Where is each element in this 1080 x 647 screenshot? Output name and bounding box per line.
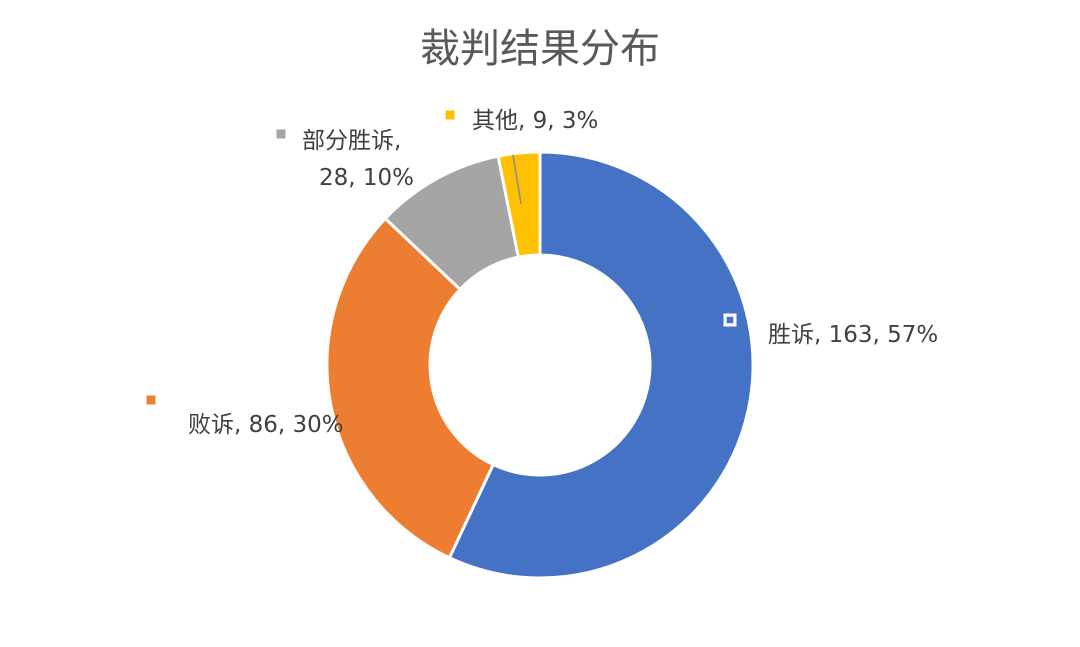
data-label-3-line-2: 28, 10% xyxy=(319,165,414,191)
slices-group xyxy=(325,150,755,580)
data-label-2-line-1: 败诉, 86, 30% xyxy=(188,412,344,438)
data-label-1-line-1: 胜诉, 163, 57% xyxy=(768,322,938,348)
slice-4 xyxy=(496,150,542,259)
chart-title: 裁判结果分布 xyxy=(420,26,660,72)
label-key-3 xyxy=(276,129,286,139)
label-key-2 xyxy=(146,395,156,405)
data-labels-group: 胜诉, 163, 57% 败诉, 86, 30% 部分胜诉, 28, 10% 其他, 9… xyxy=(146,108,938,438)
data-label-3-line-1: 部分胜诉, xyxy=(302,128,401,154)
slice-2 xyxy=(325,216,496,560)
label-key-inner-1 xyxy=(724,314,736,326)
data-label-4-line-1: 其他, 9, 3% xyxy=(472,108,598,134)
leader-lines-group xyxy=(512,154,522,205)
slice-1 xyxy=(447,150,755,580)
label-key-4 xyxy=(445,110,455,120)
leader-line-other xyxy=(512,154,522,205)
